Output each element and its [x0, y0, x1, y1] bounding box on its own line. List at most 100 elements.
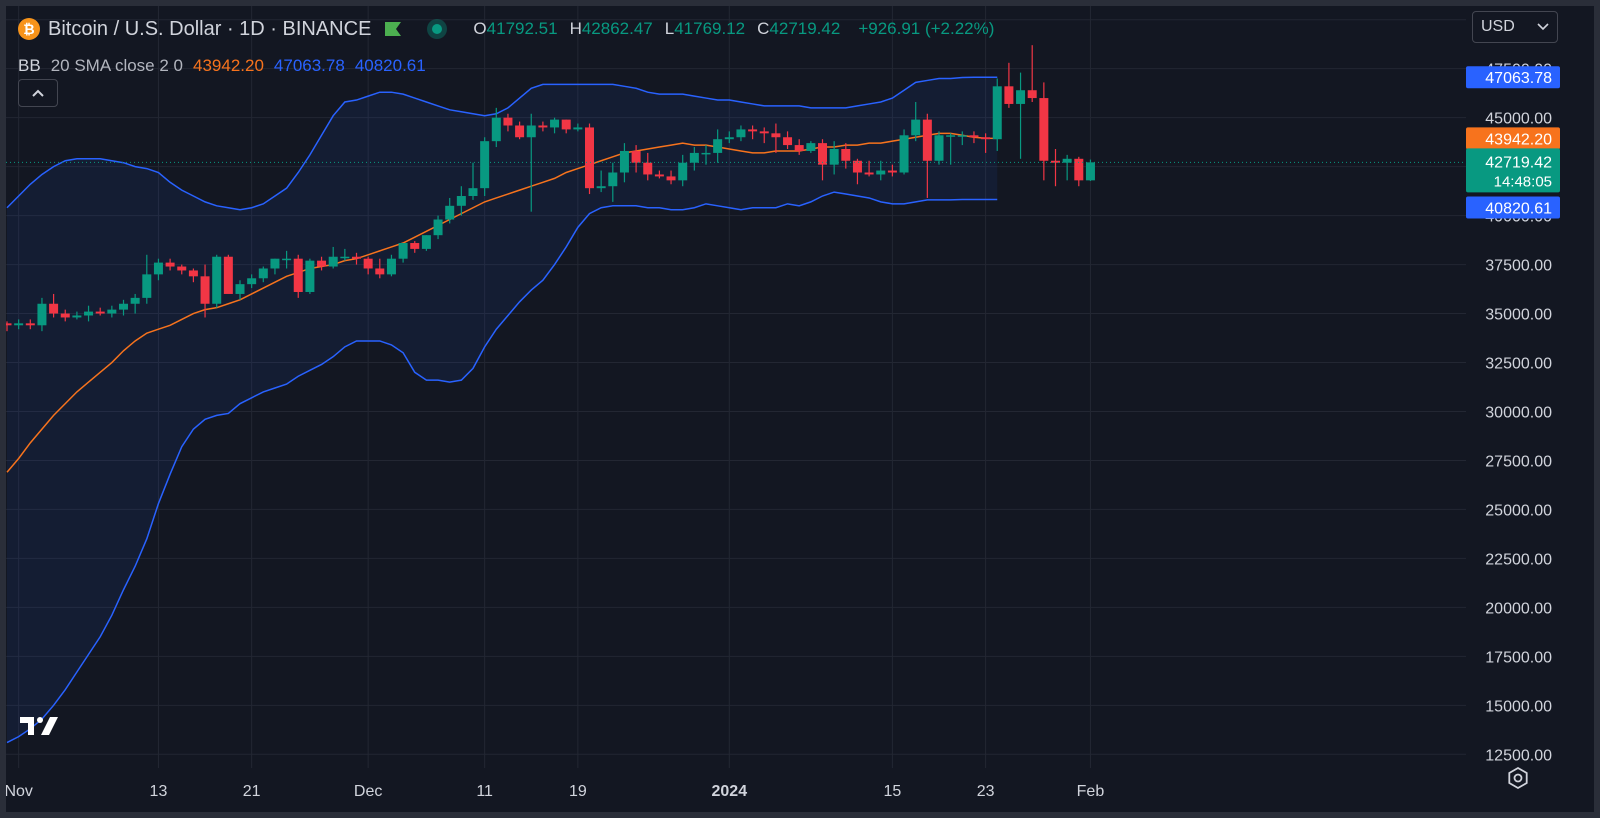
candle-body — [1004, 86, 1014, 104]
x-tick-label: Nov — [6, 783, 33, 800]
candle-body — [445, 205, 455, 220]
candle-body — [258, 268, 268, 279]
candle-body — [49, 303, 59, 314]
candle — [37, 297, 47, 332]
candle-body — [969, 135, 979, 138]
candle-body — [550, 119, 560, 128]
candle-body — [1051, 160, 1060, 163]
candle — [119, 299, 128, 316]
last-price-bg — [1466, 148, 1560, 193]
candle-body — [200, 276, 210, 304]
x-tick-label: Dec — [354, 783, 382, 800]
candle-body — [783, 137, 793, 146]
candle-body — [130, 297, 140, 304]
candle-body — [317, 260, 327, 267]
last-price-value: 42719.42 — [1485, 154, 1552, 171]
candle-body — [305, 260, 315, 292]
candle-body — [247, 278, 257, 285]
candle — [235, 280, 245, 300]
upper-price-value: 47063.78 — [1485, 70, 1552, 87]
indicator-legend[interactable]: BB 20 SMA close 2 0 43942.20 47063.78 40… — [18, 56, 426, 76]
time-axis[interactable]: Nov 13 21 Dec 11 19 2024 15 23 Feb — [6, 783, 1104, 800]
y-tick-label: 35000.00 — [1485, 307, 1552, 324]
candle-body — [631, 150, 641, 163]
ohlc-values: O41792.51 H42862.47 L41769.12 C42719.42 … — [473, 19, 994, 39]
candle-body — [713, 139, 723, 153]
grid — [6, 6, 1466, 768]
candle — [841, 143, 851, 169]
candle — [922, 113, 932, 198]
candle — [317, 256, 327, 271]
candle — [678, 154, 688, 187]
candle — [14, 319, 24, 330]
candle — [386, 254, 396, 277]
settings-icon[interactable] — [1506, 766, 1530, 790]
x-tick-label: 2024 — [712, 783, 748, 800]
upper-price-label: 47063.78 — [1466, 66, 1560, 89]
chart-header: ₿ Bitcoin / U.S. Dollar · 1D · BINANCE O… — [18, 16, 994, 42]
price-labels: 47063.78 43942.20 42719.42 14:48:05 40820.61 — [1466, 66, 1560, 219]
lower-price-value: 40820.61 — [1485, 201, 1552, 218]
candle — [340, 248, 350, 261]
candle — [619, 143, 629, 183]
candle — [1085, 159, 1095, 181]
candle-body — [1074, 158, 1084, 181]
candle-body — [515, 125, 525, 138]
candle-body — [352, 256, 361, 259]
band-lower-line — [6, 191, 998, 744]
candle — [188, 268, 198, 283]
low-value: 41769.12 — [674, 19, 746, 38]
candle — [1062, 154, 1072, 181]
candle — [410, 241, 420, 253]
candle — [1039, 82, 1049, 181]
candle-body — [841, 148, 851, 161]
candle-body — [701, 152, 711, 155]
candle — [876, 160, 886, 181]
candle — [503, 113, 513, 132]
candle — [153, 258, 163, 281]
candle-body — [899, 135, 909, 173]
candle-body — [1016, 90, 1026, 104]
currency-select[interactable]: USD — [1472, 11, 1558, 43]
countdown-timer: 14:48:05 — [1494, 173, 1552, 190]
flag-icon[interactable] — [385, 22, 402, 36]
candle — [585, 123, 594, 195]
indicator-name[interactable]: BB — [18, 56, 41, 75]
low-label: L — [664, 19, 675, 38]
candle — [736, 125, 746, 142]
chevron-down-icon — [1537, 23, 1549, 31]
market-status-icon[interactable] — [427, 19, 448, 39]
band-fill — [7, 77, 998, 743]
candle-body — [864, 172, 874, 175]
tradingview-logo-icon[interactable] — [20, 714, 64, 738]
indicator-basis-value: 43942.20 — [193, 56, 264, 75]
indicator-params: 20 SMA close 2 0 — [50, 56, 183, 75]
candle — [643, 152, 653, 181]
candle — [550, 117, 560, 134]
y-tick-label: 37500.00 — [1485, 258, 1552, 275]
price-axis[interactable]: 12500.00 15000.00 17500.00 20000.00 22500.00… — [1485, 13, 1552, 765]
y-tick-label: 12500.00 — [1485, 747, 1552, 764]
candle-body — [934, 135, 944, 161]
candle-body — [212, 256, 222, 304]
price-chart[interactable]: 12500.00 15000.00 17500.00 20000.00 22500.00… — [6, 6, 1594, 812]
candle — [654, 170, 664, 179]
candle-body — [60, 313, 70, 318]
candle — [701, 145, 711, 165]
candle-body — [759, 131, 769, 134]
close-label: C — [757, 19, 770, 38]
candle-body — [911, 119, 921, 136]
candle-body — [1039, 98, 1049, 161]
candle-body — [981, 137, 991, 140]
symbol-title[interactable]: Bitcoin / U.S. Dollar · 1D · BINANCE — [48, 17, 372, 40]
candle — [852, 158, 862, 185]
candle — [212, 254, 222, 308]
candle-body — [748, 129, 758, 132]
collapse-legend-button[interactable] — [18, 79, 58, 107]
candle-body — [538, 125, 548, 128]
candle — [328, 246, 338, 269]
high-value: 42862.47 — [581, 19, 653, 38]
candle-body — [666, 176, 676, 181]
candle — [177, 264, 187, 275]
candle — [829, 141, 839, 175]
